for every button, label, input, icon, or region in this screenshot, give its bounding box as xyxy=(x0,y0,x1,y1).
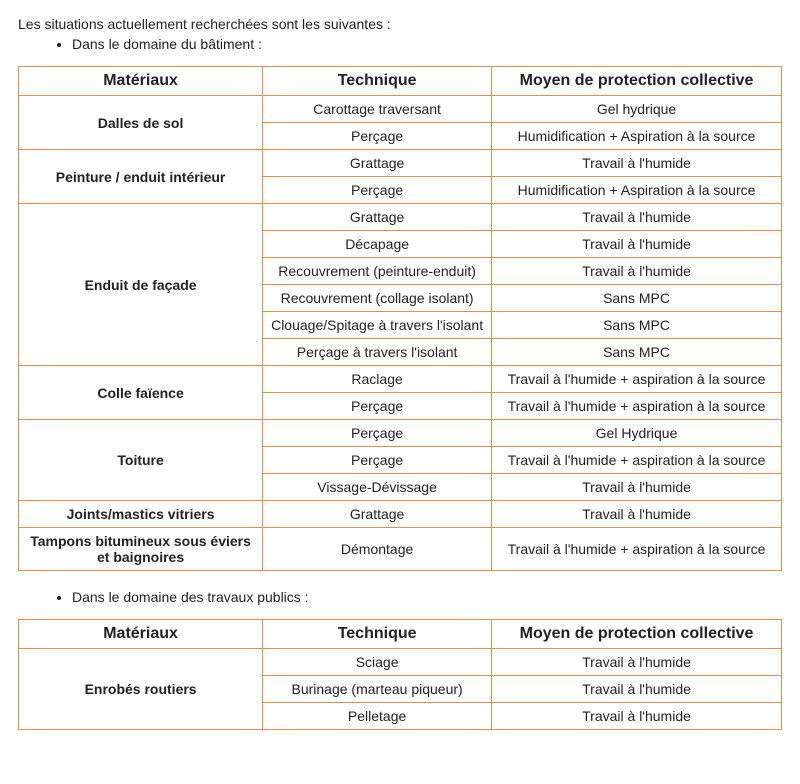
cell-mpc: Travail à l'humide xyxy=(492,703,782,730)
cell-materiaux: Enrobés routiers xyxy=(19,649,263,730)
cell-mpc: Travail à l'humide + aspiration à la sou… xyxy=(492,447,782,474)
cell-materiaux: Dalles de sol xyxy=(19,96,263,150)
cell-materiaux: Enduit de façade xyxy=(19,204,263,366)
cell-mpc: Gel Hydrique xyxy=(492,420,782,447)
header-mpc: Moyen de protection collective xyxy=(492,620,782,649)
cell-mpc: Travail à l'humide xyxy=(492,150,782,177)
header-technique: Technique xyxy=(263,67,492,96)
cell-technique: Pelletage xyxy=(263,703,492,730)
table-row: Enrobés routiersSciageTravail à l'humide xyxy=(19,649,782,676)
cell-technique: Perçage xyxy=(263,420,492,447)
cell-technique: Raclage xyxy=(263,366,492,393)
bullet-batiment: Dans le domaine du bâtiment : xyxy=(72,36,782,52)
cell-mpc: Travail à l'humide xyxy=(492,204,782,231)
table-row: Peinture / enduit intérieurGrattageTrava… xyxy=(19,150,782,177)
cell-materiaux: Colle faïence xyxy=(19,366,263,420)
cell-technique: Perçage xyxy=(263,393,492,420)
cell-technique: Carottage traversant xyxy=(263,96,492,123)
cell-technique: Burinage (marteau piqueur) xyxy=(263,676,492,703)
table-batiment: Matériaux Technique Moyen de protection … xyxy=(18,66,782,571)
cell-materiaux: Tampons bitumineux sous éviers et baigno… xyxy=(19,528,263,571)
table-row: Dalles de solCarottage traversantGel hyd… xyxy=(19,96,782,123)
bullet-list-2: Dans le domaine des travaux publics : xyxy=(18,589,782,605)
cell-mpc: Sans MPC xyxy=(492,312,782,339)
cell-mpc: Travail à l'humide + aspiration à la sou… xyxy=(492,528,782,571)
cell-technique: Recouvrement (peinture-enduit) xyxy=(263,258,492,285)
cell-mpc: Sans MPC xyxy=(492,339,782,366)
table-row: Colle faïenceRaclageTravail à l'humide +… xyxy=(19,366,782,393)
cell-materiaux: Toiture xyxy=(19,420,263,501)
cell-technique: Vissage-Dévissage xyxy=(263,474,492,501)
cell-technique: Perçage xyxy=(263,177,492,204)
bullet-tp: Dans le domaine des travaux publics : xyxy=(72,589,782,605)
cell-technique: Perçage xyxy=(263,123,492,150)
bullet-list-1: Dans le domaine du bâtiment : xyxy=(18,36,782,52)
table-row: ToiturePerçageGel Hydrique xyxy=(19,420,782,447)
table-row: Tampons bitumineux sous éviers et baigno… xyxy=(19,528,782,571)
cell-mpc: Travail à l'humide xyxy=(492,649,782,676)
cell-technique: Grattage xyxy=(263,501,492,528)
cell-technique: Grattage xyxy=(263,204,492,231)
cell-mpc: Travail à l'humide xyxy=(492,474,782,501)
cell-technique: Perçage xyxy=(263,447,492,474)
cell-technique: Sciage xyxy=(263,649,492,676)
cell-mpc: Humidification + Aspiration à la source xyxy=(492,177,782,204)
cell-mpc: Gel hydrique xyxy=(492,96,782,123)
table-row: Joints/mastics vitriersGrattageTravail à… xyxy=(19,501,782,528)
header-materiaux: Matériaux xyxy=(19,620,263,649)
cell-technique: Clouage/Spitage à travers l'isolant xyxy=(263,312,492,339)
table-travaux-publics: Matériaux Technique Moyen de protection … xyxy=(18,619,782,730)
header-materiaux: Matériaux xyxy=(19,67,263,96)
cell-materiaux: Joints/mastics vitriers xyxy=(19,501,263,528)
intro-text: Les situations actuellement recherchées … xyxy=(18,16,782,32)
cell-mpc: Travail à l'humide xyxy=(492,676,782,703)
table-header-row: Matériaux Technique Moyen de protection … xyxy=(19,620,782,649)
cell-mpc: Travail à l'humide + aspiration à la sou… xyxy=(492,366,782,393)
table-header-row: Matériaux Technique Moyen de protection … xyxy=(19,67,782,96)
cell-technique: Perçage à travers l'isolant xyxy=(263,339,492,366)
cell-mpc: Sans MPC xyxy=(492,285,782,312)
cell-technique: Décapage xyxy=(263,231,492,258)
cell-technique: Grattage xyxy=(263,150,492,177)
cell-technique: Recouvrement (collage isolant) xyxy=(263,285,492,312)
cell-mpc: Travail à l'humide xyxy=(492,258,782,285)
cell-mpc: Humidification + Aspiration à la source xyxy=(492,123,782,150)
cell-mpc: Travail à l'humide + aspiration à la sou… xyxy=(492,393,782,420)
cell-mpc: Travail à l'humide xyxy=(492,501,782,528)
header-mpc: Moyen de protection collective xyxy=(492,67,782,96)
header-technique: Technique xyxy=(263,620,492,649)
cell-technique: Démontage xyxy=(263,528,492,571)
cell-mpc: Travail à l'humide xyxy=(492,231,782,258)
cell-materiaux: Peinture / enduit intérieur xyxy=(19,150,263,204)
table-row: Enduit de façadeGrattageTravail à l'humi… xyxy=(19,204,782,231)
